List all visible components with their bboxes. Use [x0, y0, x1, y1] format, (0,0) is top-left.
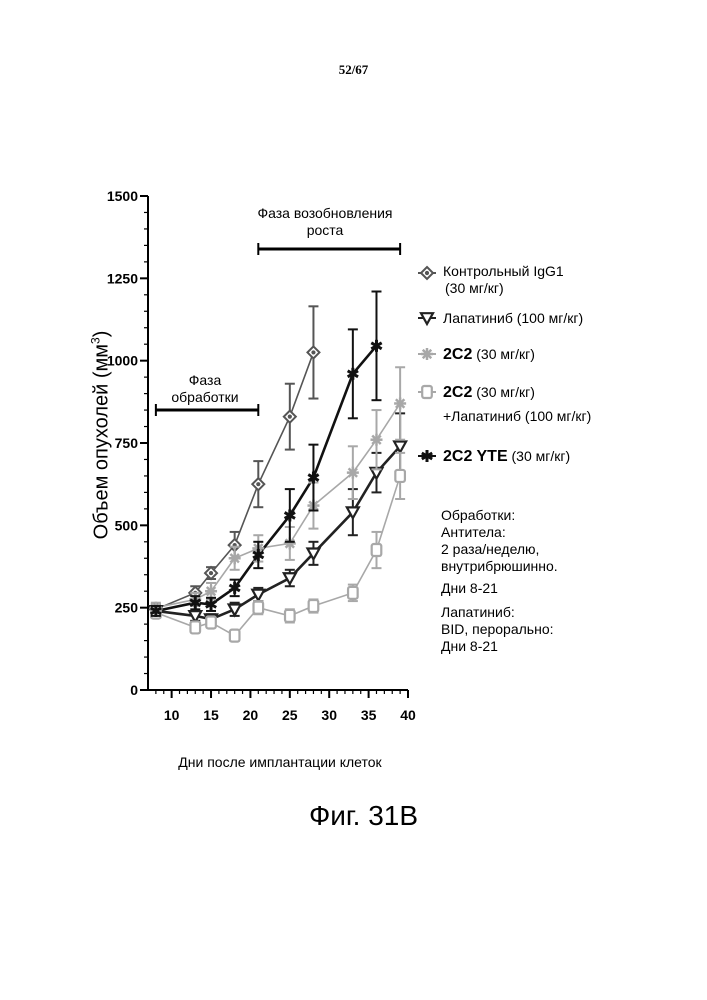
- x-tick-label: 30: [321, 707, 337, 723]
- data-point: [284, 411, 296, 423]
- legend-marker-3: [422, 386, 432, 398]
- data-point-dot: [311, 350, 315, 354]
- x-tick-label: 10: [164, 707, 180, 723]
- x-axis-label: Дни после имплантации клеток: [130, 754, 430, 770]
- y-axis-label: Объем опухолей (мм3): [89, 331, 114, 540]
- legend-entry-2c2-yte: 2C2 YTE (30 мг/кг): [443, 448, 570, 465]
- data-point-shape: [252, 590, 264, 601]
- legend-entry-control-igg1: Контрольный IgG1 (30 мг/кг): [443, 263, 564, 297]
- x-tick-label: 15: [203, 707, 219, 723]
- legend-marker-0-dot: [425, 271, 429, 275]
- x-tick-label: 40: [400, 707, 416, 723]
- legend-marker-2: [421, 348, 433, 360]
- data-point-shape: [230, 630, 240, 642]
- data-point-shape: [372, 544, 382, 556]
- legend-entry-2c2-lapatinib: 2C2 (30 мг/кг) +Лапатиниб (100 мг/кг): [443, 384, 591, 425]
- data-point: [229, 605, 241, 616]
- data-point: [285, 610, 295, 622]
- treatment-phase-label: Фаза обработки: [150, 372, 260, 406]
- data-point: [307, 346, 319, 358]
- y-tick-label: 750: [115, 435, 139, 451]
- data-point: [309, 600, 319, 612]
- data-point-shape: [284, 573, 296, 584]
- data-point-dot: [209, 571, 213, 575]
- x-tick-label: 35: [361, 707, 377, 723]
- data-point-shape: [254, 602, 264, 614]
- data-point-shape: [285, 610, 295, 622]
- data-point-shape: [309, 600, 319, 612]
- data-point: [252, 478, 264, 490]
- data-point: [190, 621, 200, 633]
- legend-marker-1-shape: [421, 313, 433, 324]
- data-point: [348, 587, 358, 599]
- data-point-shape: [206, 616, 216, 628]
- figure-caption: Фиг. 31В: [0, 800, 707, 832]
- data-point-shape: [229, 605, 241, 616]
- legend-marker-1: [421, 313, 433, 324]
- data-point-dot: [256, 482, 260, 486]
- y-tick-label: 1250: [107, 270, 138, 286]
- data-point: [229, 552, 241, 564]
- data-point: [206, 616, 216, 628]
- legend-marker-0: [421, 267, 433, 279]
- legend-marker-3-shape: [422, 386, 432, 398]
- data-point: [284, 573, 296, 584]
- y-tick-label: 0: [130, 682, 138, 698]
- legend-entry-2c2: 2C2 (30 мг/кг): [443, 346, 535, 363]
- y-tick-label: 500: [115, 517, 139, 533]
- regrowth-phase-label: Фаза возобновления роста: [225, 205, 425, 239]
- series-line-2: [156, 403, 400, 607]
- legend-entry-lapatinib: Лапатиниб (100 мг/кг): [443, 310, 583, 327]
- data-point: [230, 630, 240, 642]
- data-point: [252, 590, 264, 601]
- chart-axes: 025050075010001250150010152025303540: [107, 188, 416, 723]
- data-point-shape: [395, 470, 405, 482]
- data-point: [395, 470, 405, 482]
- data-point-dot: [288, 415, 292, 419]
- series-markers: [150, 292, 406, 642]
- legend-icons: [418, 267, 436, 462]
- data-point: [394, 397, 406, 409]
- data-point: [347, 467, 359, 479]
- y-tick-label: 1500: [107, 188, 138, 204]
- data-point: [254, 602, 264, 614]
- y-tick-label: 250: [115, 600, 139, 616]
- treatment-notes: Обработки: Антитела: 2 раза/неделю, внут…: [441, 507, 558, 655]
- x-tick-label: 20: [243, 707, 259, 723]
- data-point: [370, 434, 382, 446]
- data-point: [372, 544, 382, 556]
- data-point: [205, 585, 217, 597]
- data-point-shape: [190, 621, 200, 633]
- data-point-shape: [348, 587, 358, 599]
- x-tick-label: 25: [282, 707, 298, 723]
